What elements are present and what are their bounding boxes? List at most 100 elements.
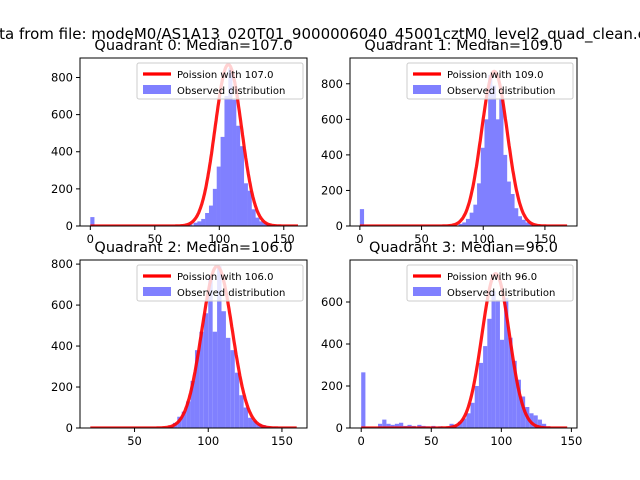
- y-tick-label: 200: [51, 380, 73, 394]
- histogram-bar: [466, 413, 471, 428]
- histogram-bar: [243, 183, 248, 226]
- histogram-bar: [502, 154, 508, 226]
- legend-box: [136, 264, 304, 302]
- legend-box: [406, 264, 574, 302]
- axes-frame: [79, 259, 308, 429]
- histogram-bar: [470, 402, 475, 428]
- y-tick-label: 800: [321, 77, 343, 91]
- histogram-bar: [462, 222, 467, 226]
- histogram-bar: [90, 217, 95, 226]
- plot-marks: [360, 272, 569, 428]
- legend-label-observed: Observed distribution: [177, 86, 285, 97]
- histogram-bar: [243, 407, 249, 428]
- poisson-curve: [89, 264, 298, 428]
- histogram-bar: [361, 372, 366, 428]
- histogram-bar: [252, 420, 257, 428]
- histogram-bar: [248, 417, 253, 428]
- subplot-grid: 0 50 100 150 0 200 400 600 800 Quadrant 0: Median…: [51, 38, 582, 448]
- poisson-curve: [89, 62, 299, 226]
- histogram-bar: [495, 299, 500, 428]
- histogram-bar: [251, 209, 256, 226]
- x-tick-label: 100: [197, 434, 219, 448]
- x-tick-label: 150: [273, 232, 295, 246]
- histogram-bar: [477, 183, 482, 226]
- histogram-bar: [190, 380, 195, 428]
- histogram-bar: [234, 372, 240, 428]
- histogram-bar: [474, 386, 479, 428]
- y-tick-label: 200: [51, 182, 73, 196]
- histogram-bar: [521, 219, 526, 226]
- subplot-title: Quadrant 0: Median=107.0: [94, 38, 292, 54]
- x-tick-label: 150: [560, 434, 582, 448]
- legend-label-observed: Observed distribution: [177, 288, 285, 299]
- legend: Poission with 109.0 Observed distribution: [406, 62, 574, 100]
- y-tick-label: 200: [321, 379, 343, 393]
- histogram-bar: [491, 291, 496, 428]
- legend-label-poisson: Poission with 107.0: [177, 70, 273, 81]
- legend: Poission with 107.0 Observed distribution: [136, 62, 304, 100]
- legend-label-poisson: Poission with 109.0: [447, 70, 543, 81]
- legend: Poission with 106.0 Observed distribution: [136, 264, 304, 302]
- subplot-title: Quadrant 1: Median=109.0: [364, 38, 562, 54]
- y-tick-label: 600: [51, 298, 73, 312]
- y-tick-label: 0: [336, 421, 343, 435]
- histogram-bar: [491, 85, 497, 226]
- axes-frame: [349, 57, 578, 227]
- histogram-bar: [499, 339, 505, 428]
- histogram-bar: [208, 205, 214, 226]
- histogram-bar: [510, 194, 515, 226]
- histogram-bar: [255, 217, 260, 226]
- histogram-bar: [504, 297, 509, 428]
- y-tick-label: 0: [66, 421, 73, 435]
- histogram-bar: [541, 423, 547, 428]
- histogram-bar: [465, 218, 471, 226]
- y-tick-label: 400: [51, 339, 73, 353]
- legend-patch-swatch: [143, 287, 171, 296]
- x-tick-label: 50: [414, 232, 429, 246]
- plot-marks: [358, 69, 569, 226]
- histogram-bar: [359, 209, 365, 226]
- x-tick-label: 0: [87, 232, 94, 246]
- subplot-quadrant-2: 50 100 150 0 200 400 600 800 Quadrant 2: Median=…: [51, 240, 308, 448]
- histogram-bar: [197, 221, 202, 226]
- x-tick-label: 0: [358, 434, 365, 448]
- histogram-bar: [473, 204, 478, 226]
- histogram-bar: [230, 350, 235, 428]
- histogram-bar: [236, 125, 241, 226]
- histogram-bar: [495, 119, 500, 226]
- histogram-bar: [508, 337, 513, 428]
- histogram-bar: [462, 418, 467, 428]
- x-tick-label: 50: [147, 232, 162, 246]
- figure-suptitle: Data from file: modeM0/AS1A13_020T01_900…: [0, 25, 640, 44]
- x-tick-label: 100: [490, 434, 512, 448]
- histogram-bar: [488, 74, 493, 226]
- histogram-bar: [469, 212, 474, 226]
- x-tick-label: 0: [356, 232, 363, 246]
- histogram-bar: [514, 208, 519, 226]
- histogram-bar: [263, 223, 268, 226]
- histogram-bar: [208, 276, 213, 428]
- legend-label-observed: Observed distribution: [447, 288, 555, 299]
- y-tick-label: 0: [66, 219, 73, 233]
- histogram-bar: [525, 222, 530, 226]
- subplot-quadrant-0: 0 50 100 150 0 200 400 600 800 Quadrant 0: Median…: [51, 38, 308, 246]
- legend-label-observed: Observed distribution: [447, 86, 555, 97]
- y-tick-label: 600: [51, 108, 73, 122]
- axes-frame: [79, 57, 308, 227]
- histogram-bar: [259, 221, 264, 226]
- histogram-bar: [399, 422, 404, 428]
- histogram-bar: [484, 119, 489, 226]
- histogram-bar: [487, 318, 492, 428]
- y-tick-label: 400: [321, 148, 343, 162]
- histogram-bar: [517, 216, 522, 226]
- legend-label-poisson: Poission with 106.0: [177, 272, 273, 283]
- histogram-bar: [483, 346, 488, 428]
- histogram-bar: [378, 423, 383, 428]
- x-tick-label: 100: [208, 232, 230, 246]
- histogram-bar: [516, 379, 521, 428]
- histogram-bar: [212, 331, 218, 428]
- plot-marks: [89, 62, 299, 226]
- histogram-bar: [520, 396, 526, 428]
- histogram-bar: [194, 350, 200, 428]
